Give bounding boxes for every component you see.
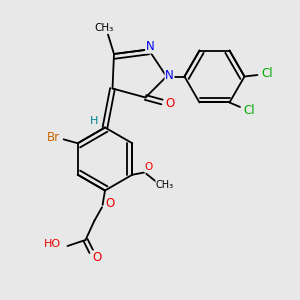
Text: O: O bbox=[106, 197, 115, 210]
Text: N: N bbox=[146, 40, 154, 53]
Text: Cl: Cl bbox=[262, 67, 273, 80]
Text: CH₃: CH₃ bbox=[95, 23, 114, 33]
Text: O: O bbox=[166, 97, 175, 110]
Text: HO: HO bbox=[44, 238, 62, 249]
Text: Br: Br bbox=[46, 131, 60, 144]
Text: Cl: Cl bbox=[244, 104, 255, 117]
Text: O: O bbox=[92, 251, 101, 264]
Text: O: O bbox=[144, 162, 153, 172]
Text: CH₃: CH₃ bbox=[156, 180, 174, 190]
Text: N: N bbox=[165, 69, 174, 82]
Text: H: H bbox=[89, 116, 98, 126]
